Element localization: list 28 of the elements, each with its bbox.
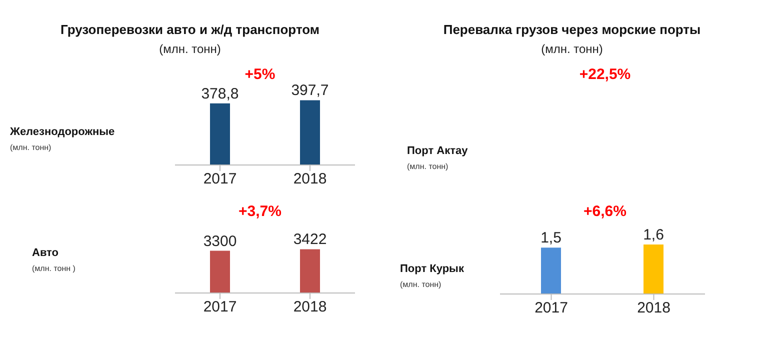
text: (млн. тонн) xyxy=(540,42,604,56)
text: +6,6% xyxy=(582,203,628,220)
chart-subtitle: (млн. тонн) xyxy=(158,42,222,56)
data-label: 378,8 xyxy=(201,85,239,102)
text: Порт Актау xyxy=(407,145,468,157)
x-tick-label: 2018 xyxy=(637,300,670,317)
x-tick-label: 2017 xyxy=(203,298,237,316)
text: (млн. тонн) xyxy=(407,162,448,171)
x-tick-label: 2018 xyxy=(293,170,327,188)
x-tick-label: 2018 xyxy=(293,298,327,316)
data-label: 397,7 xyxy=(291,82,329,100)
y-axis-title: Порт Курык xyxy=(400,263,464,275)
text: +22,5% xyxy=(578,66,632,83)
y-axis-title: Железнодорожные xyxy=(10,126,115,138)
text: Перевалка грузов через морские порты xyxy=(442,22,702,37)
data-label: 3300 xyxy=(203,232,237,250)
text: +3,7% xyxy=(238,203,282,220)
text: (млн. тонн) xyxy=(400,280,442,289)
x-tick-label: 2017 xyxy=(203,170,237,188)
data-label: 1,6 xyxy=(643,226,664,244)
text: (млн. тонн ) xyxy=(32,264,76,273)
data-label: 1,5 xyxy=(540,230,562,247)
y-axis-title: Авто xyxy=(32,247,59,259)
chart-title: Грузоперевозки авто и ж/д транспортом xyxy=(59,22,321,37)
text: +5% xyxy=(244,66,276,83)
text: (млн. тонн) xyxy=(10,143,52,152)
data-label: 3422 xyxy=(293,231,327,248)
x-tick-label: 2017 xyxy=(534,300,568,317)
